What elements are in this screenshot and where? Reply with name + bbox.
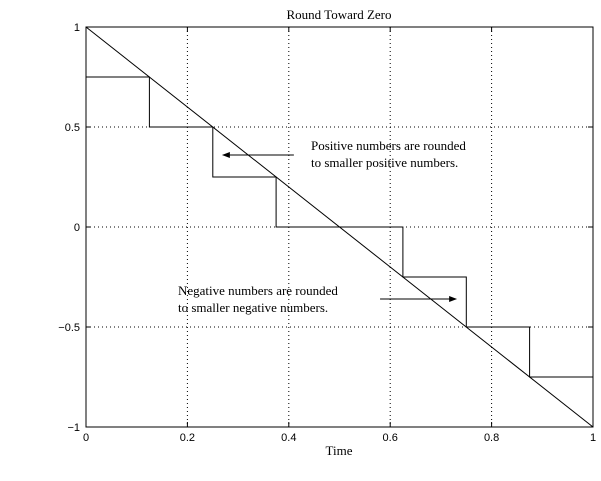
annotation-text-line: to smaller positive numbers. bbox=[311, 155, 458, 170]
series-layer bbox=[85, 26, 594, 428]
y-tick-label: −1 bbox=[67, 422, 80, 434]
annotation-text-line: Negative numbers are rounded bbox=[178, 283, 338, 298]
x-tick-label: 0 bbox=[83, 432, 89, 444]
annotation-text-line: to smaller negative numbers. bbox=[178, 300, 328, 315]
annotations: Positive numbers are rounded to smaller p… bbox=[178, 138, 466, 315]
axis-ticks bbox=[85, 26, 594, 428]
x-tick-label: 0.4 bbox=[281, 432, 296, 444]
y-tick-label: 0 bbox=[74, 222, 80, 234]
x-tick-label: 0.2 bbox=[180, 432, 195, 444]
stairs-series-line bbox=[86, 76, 593, 378]
x-tick-label: 0.6 bbox=[383, 432, 398, 444]
x-axis-label: Time bbox=[326, 443, 353, 458]
y-tick-label: 0.5 bbox=[65, 122, 80, 134]
y-tick-label: −0.5 bbox=[58, 322, 80, 334]
y-tick-label: 1 bbox=[74, 22, 80, 34]
x-tick-label: 0.8 bbox=[484, 432, 499, 444]
chart-title: Round Toward Zero bbox=[287, 7, 392, 22]
annotation-text-line: Positive numbers are rounded bbox=[311, 138, 466, 153]
x-tick-label: 1 bbox=[590, 432, 596, 444]
axis-tick-labels: 0 0.2 0.4 0.6 0.8 1 −1 −0.5 0 0.5 1 bbox=[58, 22, 596, 444]
